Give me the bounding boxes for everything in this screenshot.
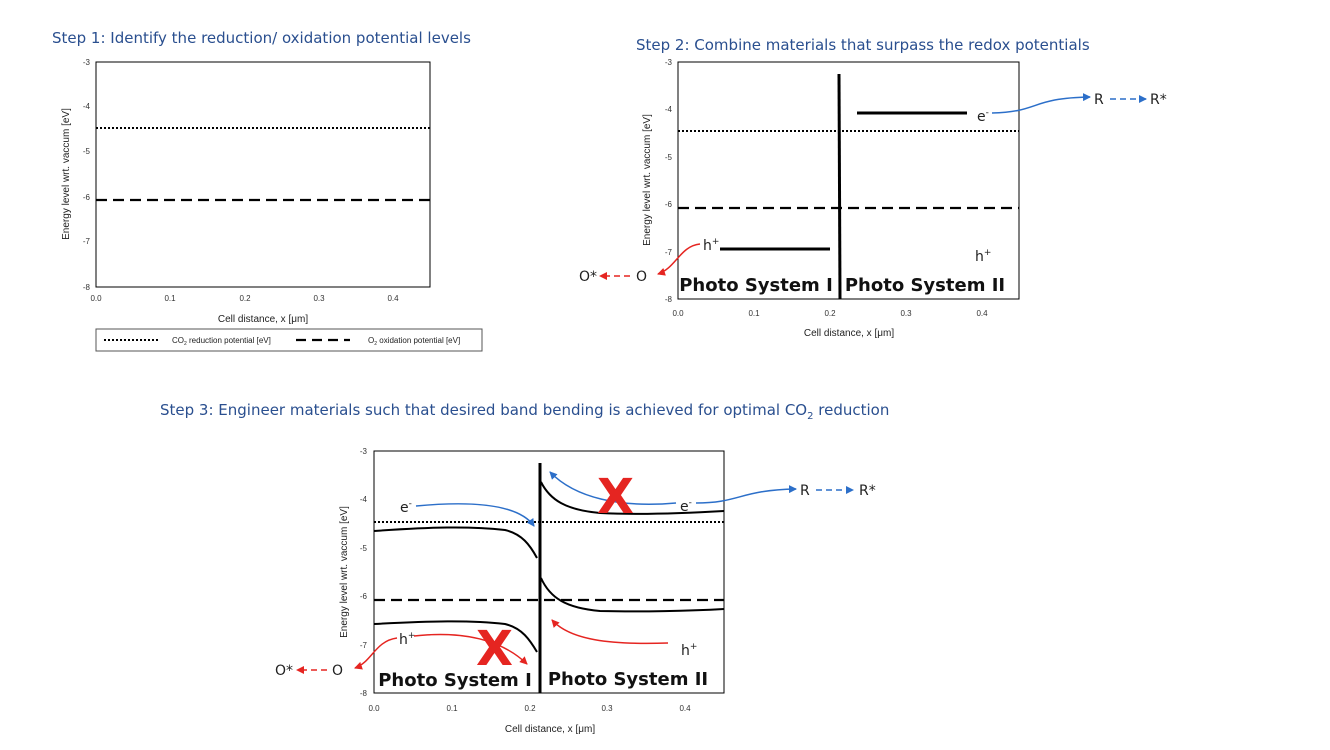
- panel-step3: -3 -4 -5 -6 -7 -8 0.0 0.1 0.2 0.3 0.4 En…: [275, 447, 876, 735]
- panel2-ostar-label: O*: [579, 269, 597, 285]
- panel1-ylabel: Energy level wrt. vaccum [eV]: [61, 108, 72, 240]
- panel3-ytick: -3: [360, 447, 368, 456]
- panel1-ytick: -8: [83, 283, 91, 292]
- panel3-ps1-conduction-band: [373, 526, 538, 559]
- panel1-legend: CO2 reduction potential [eV] O2 oxidatio…: [95, 328, 483, 352]
- panel3-ps2-label: Photo System II: [548, 669, 708, 690]
- panel2-ylabel: Energy level wrt. vaccum [eV]: [642, 114, 653, 246]
- panel3-rstar-label: R*: [859, 483, 876, 499]
- panel2-ytick: -8: [665, 295, 673, 304]
- panel2-xtick: 0.3: [900, 309, 912, 318]
- panel3-ytick: -7: [360, 641, 368, 650]
- panel3-ps1-valence-band: [373, 620, 538, 653]
- panel2-xlabel: Cell distance, x [μm]: [804, 328, 894, 339]
- panel2-o-label: O: [636, 269, 647, 285]
- panel2-xtick: 0.2: [824, 309, 836, 318]
- panel2-junction-line: [837, 73, 842, 300]
- panel1-ytick: -7: [83, 237, 91, 246]
- panel2-ytick: -3: [665, 58, 673, 67]
- panel-step1: -3 -4 -5 -6 -7 -8 0.0 0.1 0.2 0.3 0.4 En…: [61, 58, 483, 352]
- panel2-hole-arrow: [657, 243, 701, 276]
- panel3-ytick: -5: [360, 544, 368, 553]
- panel3-xtick: 0.2: [524, 704, 536, 713]
- panel1-ytick: -6: [83, 193, 91, 202]
- panel3-plot-frame: [373, 450, 725, 694]
- panel3-axes: -3 -4 -5 -6 -7 -8 0.0 0.1 0.2 0.3 0.4 En…: [339, 447, 691, 735]
- panel2-ps2-label: Photo System II: [845, 275, 1005, 296]
- panel2-ytick: -6: [665, 200, 673, 209]
- panel1-xlabel: Cell distance, x [μm]: [218, 314, 308, 325]
- panel2-ytick: -7: [665, 248, 673, 257]
- panel2-xtick: 0.0: [672, 309, 684, 318]
- panel2-electron-label: e-: [977, 108, 989, 125]
- panel3-electron-label-ps1: e-: [400, 499, 412, 516]
- legend-co2-label: CO2 reduction potential [eV]: [172, 336, 271, 347]
- panel3-ytick: -4: [360, 495, 368, 504]
- panel2-ps1-label: Photo System I: [679, 275, 833, 296]
- panel3-ostar-label: O*: [275, 663, 293, 679]
- panel3-ps2-conduction-band: [540, 481, 725, 515]
- panel3-electron-arrow-out: [695, 485, 797, 504]
- panel2-plot-frame: [677, 61, 1020, 300]
- panel3-ps1-label: Photo System I: [378, 670, 532, 691]
- panel1-xtick: 0.3: [313, 294, 325, 303]
- panel3-xtick: 0.0: [368, 704, 380, 713]
- panel3-xtick: 0.4: [679, 704, 691, 713]
- panel3-electron-label-ps2: e-: [680, 498, 692, 515]
- panel-step2: -3 -4 -5 -6 -7 -8 0.0 0.1 0.2 0.3 0.4 En…: [579, 58, 1167, 339]
- panel3-ylabel: Energy level wrt. vaccum [eV]: [339, 506, 350, 638]
- panel1-ytick: -4: [83, 102, 91, 111]
- panel3-r-label: R: [800, 483, 810, 499]
- panel3-xtick: 0.1: [446, 704, 458, 713]
- panel2-hole-label-ps2: h+: [975, 248, 991, 265]
- panel3-blocked-hole-x-mark: X: [476, 621, 513, 677]
- panel2-axes: -3 -4 -5 -6 -7 -8 0.0 0.1 0.2 0.3 0.4 En…: [642, 58, 988, 339]
- panel1-xtick: 0.1: [164, 294, 176, 303]
- step2-title: Step 2: Combine materials that surpass t…: [636, 36, 1090, 54]
- panel3-blocked-electron-x-mark: X: [597, 469, 634, 525]
- panel2-electron-arrow: [991, 93, 1091, 114]
- panel3-electron-arrow-ps1: [415, 503, 535, 527]
- step1-title: Step 1: Identify the reduction/ oxidatio…: [52, 29, 471, 47]
- panel1-xtick: 0.4: [387, 294, 399, 303]
- panel3-ytick: -6: [360, 592, 368, 601]
- panel3-hole-arrow-ps2: [551, 619, 669, 645]
- panel3-hole-label-ps2: h+: [681, 642, 697, 659]
- panel3-hole-arrow-out: [354, 637, 398, 670]
- panel3-electron-arrow-ps2-back: [549, 471, 677, 505]
- panel1-plot-frame: [95, 61, 431, 288]
- panel3-hole-label-ps1: h+: [399, 631, 415, 648]
- panel2-ytick: -4: [665, 105, 673, 114]
- step3-title: Step 3: Engineer materials such that des…: [160, 401, 890, 422]
- panel3-o-label: O: [332, 663, 343, 679]
- panel1-xtick: 0.0: [90, 294, 102, 303]
- panel2-hole-label-ps1: h+: [703, 237, 719, 254]
- panel1-axes: -3 -4 -5 -6 -7 -8 0.0 0.1 0.2 0.3 0.4 En…: [61, 58, 399, 325]
- panel1-ytick: -5: [83, 147, 91, 156]
- panel2-rstar-label: R*: [1150, 92, 1167, 108]
- panel1-ytick: -3: [83, 58, 91, 67]
- panel2-xtick: 0.1: [748, 309, 760, 318]
- legend-o2-label: O2 oxidation potential [eV]: [368, 336, 460, 347]
- panel2-r-label: R: [1094, 92, 1104, 108]
- panel3-ps2-valence-band: [540, 577, 725, 613]
- panel2-ytick: -5: [665, 153, 673, 162]
- panel3-xlabel: Cell distance, x [μm]: [505, 724, 595, 735]
- panel1-xtick: 0.2: [239, 294, 251, 303]
- panel2-xtick: 0.4: [976, 309, 988, 318]
- panel3-hole-arrow-ps1-forward: [413, 633, 528, 665]
- legend-box: [95, 328, 483, 352]
- panel3-xtick: 0.3: [601, 704, 613, 713]
- panel3-ytick: -8: [360, 689, 368, 698]
